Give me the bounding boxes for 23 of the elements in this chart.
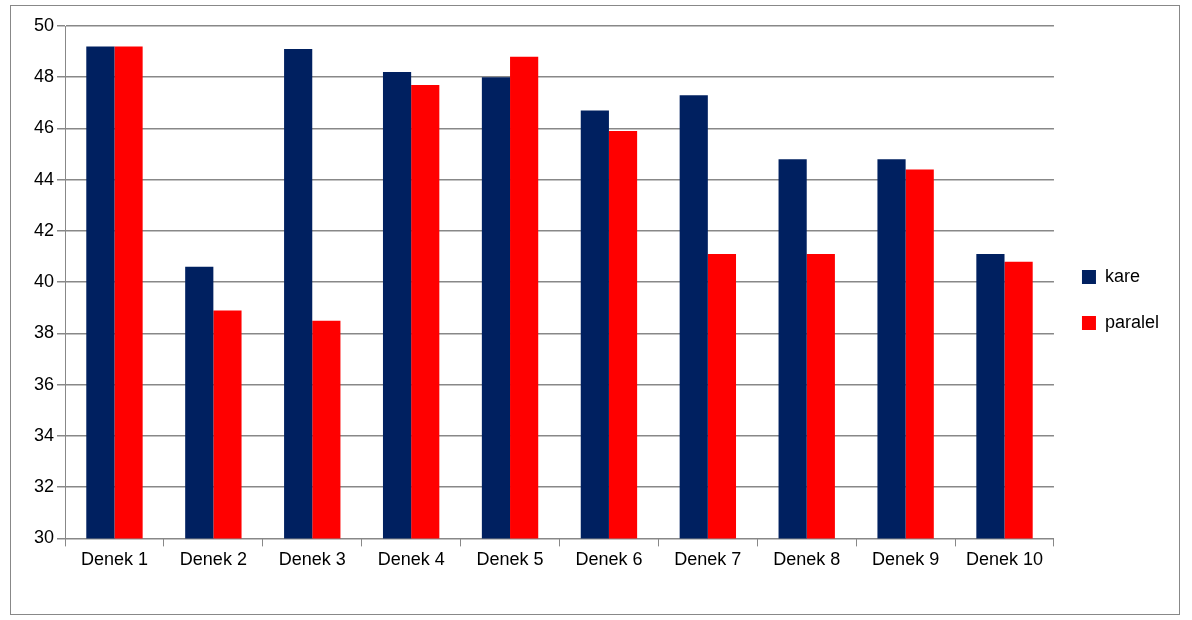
x-tick-label: Denek 5 bbox=[476, 549, 544, 570]
y-tick-label: 50 bbox=[33, 14, 55, 35]
x-tick-label: Denek 7 bbox=[674, 549, 742, 570]
x-tick-label: Denek 1 bbox=[80, 549, 148, 570]
y-tick-label: 46 bbox=[33, 117, 55, 138]
x-tick-label: Denek 2 bbox=[179, 549, 247, 570]
y-tick-label: 36 bbox=[33, 373, 55, 394]
y-tick-label: 44 bbox=[33, 168, 55, 189]
y-tick-label: 40 bbox=[33, 271, 55, 292]
y-tick-label: 30 bbox=[33, 527, 55, 548]
y-tick-label: 34 bbox=[33, 424, 55, 445]
x-tick-label: Denek 9 bbox=[872, 549, 940, 570]
x-tick-label: Denek 10 bbox=[965, 549, 1044, 570]
x-tick-label: Denek 3 bbox=[278, 549, 346, 570]
x-tick-label: Denek 4 bbox=[377, 549, 445, 570]
y-tick-label: 38 bbox=[33, 322, 55, 343]
x-tick-label: Denek 8 bbox=[773, 549, 841, 570]
y-tick-label: 48 bbox=[33, 66, 55, 87]
y-tick-label: 32 bbox=[33, 476, 55, 497]
legend-label: paralel bbox=[1104, 311, 1160, 332]
legend-label: kare bbox=[1104, 265, 1140, 286]
y-tick-label: 42 bbox=[33, 219, 55, 240]
x-tick-label: Denek 6 bbox=[575, 549, 643, 570]
